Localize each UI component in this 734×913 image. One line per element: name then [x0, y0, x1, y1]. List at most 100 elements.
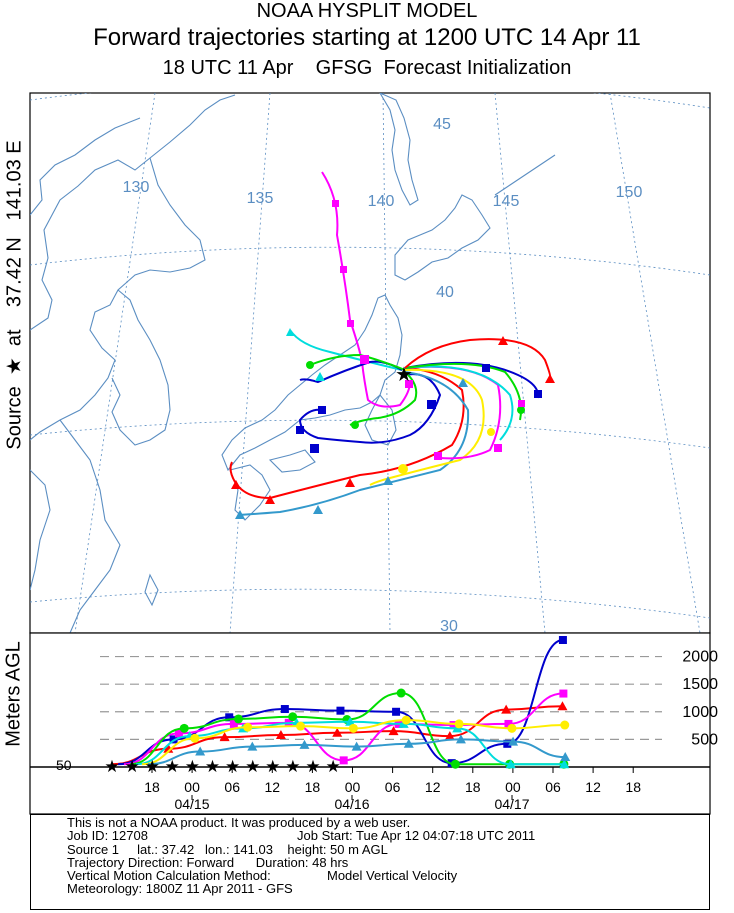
data-point	[388, 726, 399, 736]
marker	[315, 372, 325, 381]
data-point	[559, 689, 568, 698]
lon-label-130: 130	[123, 179, 150, 196]
data-point	[229, 719, 238, 728]
data-point	[444, 731, 455, 741]
data-point	[225, 713, 234, 722]
marker	[405, 380, 413, 388]
marker	[351, 421, 359, 429]
marker	[518, 400, 525, 407]
start-star-icon: ★	[305, 757, 320, 776]
data-point	[296, 721, 306, 731]
time-tick-label: 00	[184, 779, 200, 795]
data-point	[401, 715, 411, 725]
map-trajectory-yellow-south	[369, 368, 485, 486]
info-disclaimer: This is not a NOAA product. It was produ…	[67, 815, 411, 830]
coastlines	[30, 93, 556, 633]
marker	[318, 406, 326, 414]
height-tick-label: 1000	[682, 704, 718, 721]
map-trajectory-green-west	[349, 371, 418, 426]
data-point	[503, 739, 512, 748]
info-source: Source 1 lat.: 37.42 lon.: 141.03 height…	[67, 841, 388, 857]
data-point	[501, 704, 512, 714]
lat-label-45: 45	[433, 116, 451, 133]
data-point	[508, 736, 519, 746]
data-point	[280, 705, 289, 714]
date-label: 04/15	[174, 796, 209, 812]
data-point	[299, 739, 310, 749]
start-star-icon: ★	[145, 757, 160, 776]
marker	[487, 428, 495, 436]
lon-label-145: 145	[493, 193, 520, 210]
map-trajectory-blue-west	[298, 373, 442, 444]
marker	[360, 355, 369, 364]
marker	[332, 200, 339, 207]
vertical-series	[111, 636, 571, 769]
data-point	[351, 741, 362, 751]
time-tick-label: 12	[585, 779, 601, 795]
info-job-id: Job ID: 12708	[67, 828, 148, 844]
vertical-panel: 2000 1500 1000 500 18 00 06 12 18 00 06 12 18 00 06 12…	[29, 632, 718, 815]
data-point	[288, 712, 298, 722]
data-point	[505, 759, 516, 769]
lat-line-35	[30, 419, 710, 449]
height-tick-label: 500	[691, 731, 718, 748]
data-point	[345, 716, 356, 726]
data-point	[507, 723, 517, 733]
lon-label-135: 135	[247, 190, 274, 207]
time-tick-label: 00	[345, 779, 361, 795]
time-tick-label: 18	[625, 779, 641, 795]
marker	[296, 426, 304, 434]
marker	[313, 505, 323, 514]
latitude-gridlines	[30, 93, 710, 619]
marker	[534, 390, 542, 398]
lon-line-135	[229, 93, 271, 633]
marker	[482, 364, 490, 372]
lat-line-40	[30, 246, 710, 276]
data-point	[190, 733, 200, 743]
info-vertical-method: Vertical Motion Calculation Method:	[67, 868, 271, 884]
marker	[340, 266, 347, 273]
marker	[398, 464, 408, 474]
initialization-subtitle: 18 UTC 11 Apr GFSG Forecast Initializati…	[162, 57, 572, 79]
info-job-start: Job Start: Tue Apr 12 04:07:18 UTC 2011	[297, 828, 536, 844]
data-point	[403, 738, 414, 748]
time-ticks: 18 00 06 12 18 00 06 12 18 00 06 12 18 04/15 04/16 04/1…	[144, 767, 641, 812]
date-label: 04/16	[334, 796, 369, 812]
info-vertical-value: Model Vertical Velocity	[327, 868, 458, 884]
data-point	[559, 759, 570, 769]
data-point	[163, 743, 174, 753]
model-title: NOAA HYSPLIT MODEL	[256, 0, 478, 22]
marker	[517, 406, 525, 414]
data-point	[396, 688, 406, 698]
marker	[494, 444, 502, 452]
trajectory-title: Forward trajectories starting at 1200 UT…	[93, 24, 641, 51]
data-point	[560, 752, 571, 762]
data-point	[195, 746, 206, 756]
height-tick-label: 1500	[682, 676, 718, 693]
marker	[310, 444, 319, 453]
info-meteorology: Meteorology: 1800Z 11 Apr 2011 - GFS	[67, 881, 293, 897]
marker	[347, 320, 354, 327]
data-point	[174, 729, 183, 738]
start-star-icon: ★	[325, 757, 340, 776]
start-star-icon: ★	[225, 757, 240, 776]
data-point	[219, 732, 230, 742]
lon-line-145	[494, 93, 546, 633]
data-point	[392, 707, 401, 716]
time-tick-label: 18	[144, 779, 160, 795]
date-label: 04/17	[494, 796, 529, 812]
time-tick-label: 06	[385, 779, 401, 795]
data-point	[233, 714, 243, 724]
marker	[498, 336, 508, 345]
start-height-label: 50	[56, 757, 72, 773]
map-trajectory-steel-southwest	[237, 371, 470, 516]
marker	[265, 495, 275, 504]
marker	[345, 478, 355, 487]
info-box: This is not a NOAA product. It was produ…	[30, 814, 710, 910]
lon-line-150	[609, 93, 701, 633]
source-star-icon: ★	[395, 364, 413, 386]
info-vertical-row: Vertical Motion Calculation Method: Model…	[67, 868, 709, 884]
info-job-row: Job ID: 12708 Job Start: Tue Apr 12 04:07…	[67, 828, 709, 844]
data-point	[275, 729, 286, 739]
